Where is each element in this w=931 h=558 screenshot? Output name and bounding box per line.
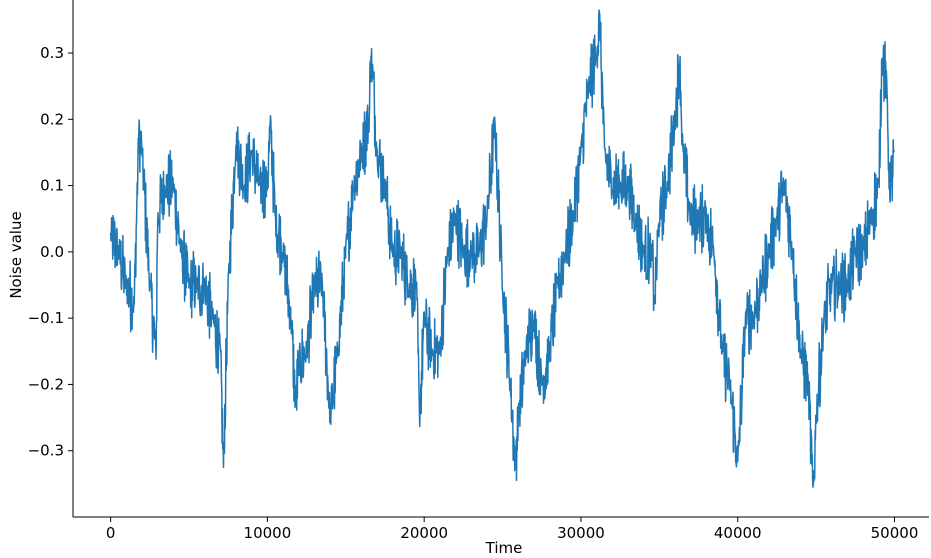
x-tick-label: 10000	[244, 524, 292, 542]
x-tick-label: 40000	[714, 524, 762, 542]
y-tick-label: 0.3	[40, 44, 64, 62]
y-tick-label: −0.3	[28, 442, 64, 460]
y-tick-label: 0.1	[40, 177, 64, 195]
y-tick-label: −0.2	[28, 375, 64, 393]
noise-series-line	[109, 9, 895, 488]
y-tick-label: 0.0	[40, 243, 64, 261]
x-axis-ticks: 0 10000 20000 30000 40000 50000	[106, 517, 919, 542]
y-tick-label: 0.2	[40, 110, 64, 128]
x-tick-label: 30000	[557, 524, 605, 542]
x-tick-label: 0	[106, 524, 116, 542]
x-axis-title: Time	[485, 539, 523, 557]
y-axis-title: Noise value	[7, 211, 25, 298]
y-axis-ticks: −0.3 −0.2 −0.1 0.0 0.1 0.2 0.3	[28, 44, 73, 460]
x-tick-label: 50000	[871, 524, 919, 542]
y-tick-label: −0.1	[28, 309, 64, 327]
x-tick-label: 20000	[400, 524, 448, 542]
plot-area	[109, 9, 895, 488]
